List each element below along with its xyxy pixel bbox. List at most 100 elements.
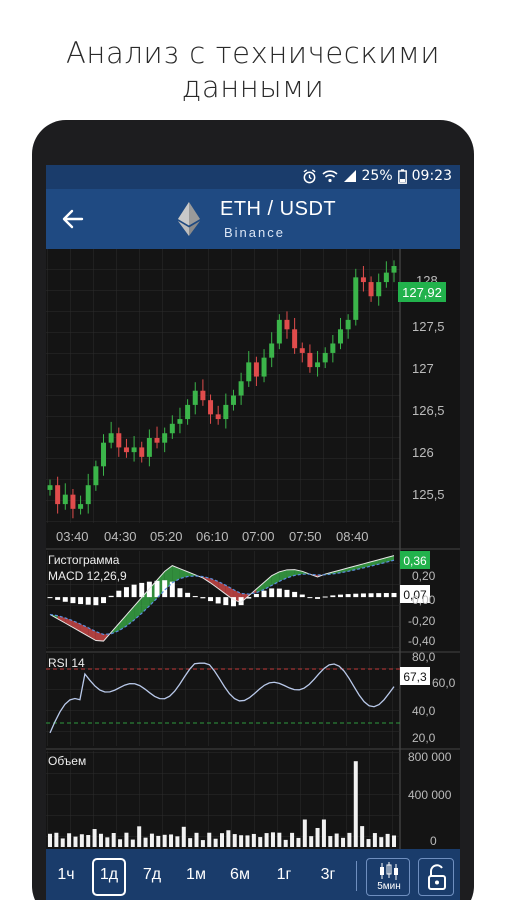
macd-histogram-bar xyxy=(276,588,282,598)
price-y-label: 126 xyxy=(412,445,434,460)
macd-histogram-bar xyxy=(269,588,275,598)
timeframe-1d[interactable]: 1д xyxy=(92,858,126,896)
macd-histogram-bar xyxy=(169,581,175,598)
macd-histogram-bar xyxy=(116,590,122,598)
macd-histogram-bar xyxy=(353,593,359,598)
candle-body xyxy=(307,352,313,368)
trading-pair-title: ETH / USDT xyxy=(220,198,337,220)
chart-area[interactable]: 128 127,92 127,5 127 126,5 126 125,5 03:… xyxy=(46,249,460,849)
candle-body xyxy=(177,419,183,424)
volume-bar xyxy=(379,837,384,847)
candle-body xyxy=(337,329,343,344)
volume-bar xyxy=(86,835,91,847)
timeframe-1h[interactable]: 1ч xyxy=(57,866,75,883)
page-headline: Анализ с техническими данными xyxy=(65,36,441,104)
candle-body xyxy=(246,362,252,382)
macd-title-histogram: Гистограмма xyxy=(48,553,120,567)
rsi-y-label: 60,0 xyxy=(432,676,456,690)
macd-y-label: -0,20 xyxy=(408,614,436,628)
volume-bar xyxy=(290,832,295,847)
candle-body xyxy=(230,395,236,405)
macd-histogram-bar xyxy=(139,582,145,598)
timeframe-7d[interactable]: 7д xyxy=(142,866,162,883)
macd-y-label: -0,40 xyxy=(408,634,436,648)
lock-button[interactable] xyxy=(418,858,454,896)
volume-bar xyxy=(73,836,78,847)
macd-histogram-bar xyxy=(307,597,313,599)
macd-histogram-bar xyxy=(284,589,290,598)
volume-bar xyxy=(385,833,390,847)
macd-fill xyxy=(172,565,180,583)
volume-bar xyxy=(200,840,205,847)
macd-histogram-bar xyxy=(383,593,389,598)
macd-histogram-bar xyxy=(185,592,191,598)
volume-bar xyxy=(296,837,301,847)
macd-histogram-bar xyxy=(101,597,107,604)
timeframe-6m[interactable]: 6м xyxy=(230,866,250,883)
macd-histogram-bar xyxy=(208,597,214,602)
candle-body xyxy=(192,390,198,405)
timeframe-1y[interactable]: 1г xyxy=(276,866,292,883)
macd-hist-badge: 0,07 xyxy=(400,585,430,603)
macd-fill xyxy=(264,575,272,590)
candle-body xyxy=(223,404,229,420)
candle-body xyxy=(139,447,145,457)
candle-body xyxy=(78,504,84,509)
timeframe-bar: 1ч 1д 7д 1м 6м 1г 3г 5мин xyxy=(46,849,460,900)
ethereum-icon xyxy=(178,202,200,236)
macd-histogram-bar xyxy=(162,580,168,598)
candle-body xyxy=(208,400,214,415)
exchange-name: Binance xyxy=(224,225,285,240)
macd-histogram-bar xyxy=(78,597,84,605)
macd-fill xyxy=(57,615,66,624)
macd-histogram-bar xyxy=(345,594,351,598)
macd-histogram-bar xyxy=(62,597,68,602)
candle-body xyxy=(276,319,282,344)
app-screen: 25% 09:23 ETH / USDT Binance xyxy=(46,165,460,900)
rsi-grid xyxy=(46,654,400,746)
volume-bar xyxy=(169,834,174,847)
volume-bar xyxy=(321,819,326,847)
volume-bar xyxy=(143,837,148,847)
volume-bar xyxy=(79,834,84,847)
time-x-label: 04:30 xyxy=(104,529,137,544)
candle-body xyxy=(162,433,168,443)
candle-body xyxy=(299,348,305,353)
rsi-title: RSI 14 xyxy=(48,656,85,670)
candle-body xyxy=(93,466,99,486)
macd-histogram-bar xyxy=(85,597,91,605)
macd-histogram-bar xyxy=(93,597,99,606)
wifi-icon xyxy=(321,170,338,183)
volume-bar xyxy=(341,837,346,847)
macd-histogram-bar xyxy=(70,597,76,604)
volume-bar xyxy=(194,832,199,847)
price-grid xyxy=(46,249,400,523)
timeframe-1m[interactable]: 1м xyxy=(186,866,206,883)
candle-body xyxy=(330,343,336,353)
time-x-label: 06:10 xyxy=(196,529,229,544)
rsi-badge: 67,3 xyxy=(400,667,430,685)
candle-interval-button[interactable]: 5мин xyxy=(366,858,410,896)
timeframe-3y[interactable]: 3г xyxy=(320,866,336,883)
macd-fill xyxy=(225,585,234,600)
candle-body xyxy=(322,352,328,363)
volume-bar xyxy=(360,826,365,847)
macd-line xyxy=(49,555,395,642)
volume-bar xyxy=(105,837,110,847)
macd-y-label: 0,00 xyxy=(412,593,436,607)
macd-fill xyxy=(218,581,226,595)
macd-fill xyxy=(286,569,295,578)
macd-histogram-bar xyxy=(337,594,343,598)
macd-histogram-bar xyxy=(376,593,382,598)
volume-bar xyxy=(124,832,129,847)
volume-bar xyxy=(392,835,396,847)
volume-bar xyxy=(92,829,97,847)
battery-icon xyxy=(397,168,407,184)
price-y-label: 125,5 xyxy=(412,487,445,502)
candle-body xyxy=(62,494,68,505)
candle-body xyxy=(353,277,359,320)
back-arrow-icon[interactable] xyxy=(60,206,86,232)
macd-fill xyxy=(355,563,364,570)
macd-histogram-bar xyxy=(368,593,374,598)
macd-histogram-bar xyxy=(330,595,336,598)
